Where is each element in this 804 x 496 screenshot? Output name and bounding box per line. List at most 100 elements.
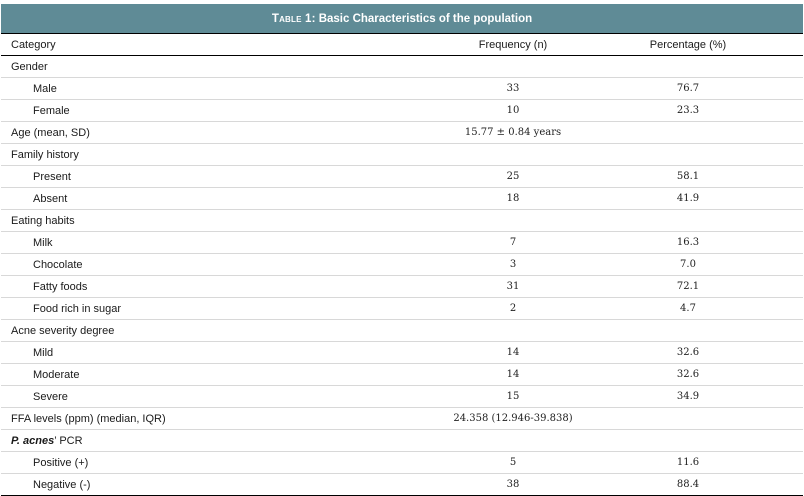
row-category: Milk (1, 231, 453, 254)
row-category-label: Negative (-) (33, 478, 91, 491)
row-category-label: Age (mean, SD) (11, 126, 90, 139)
table-row: Age (mean, SD) 15.77 ± 0.84 years (1, 121, 803, 144)
row-frequency: 10 (453, 99, 573, 122)
row-category-label: Gender (11, 60, 48, 73)
row-category-italic: P. acnes (11, 434, 55, 447)
row-category-label: Positive (+) (33, 456, 89, 469)
row-category-label: FFA levels (ppm) (median, IQR) (11, 412, 166, 425)
row-category-label: Absent (33, 192, 68, 205)
table-title: Basic Characteristics of the population (318, 12, 533, 25)
row-percentage (573, 209, 803, 232)
row-percentage (573, 55, 803, 78)
header-frequency: Frequency (n) (453, 33, 573, 56)
table-row: Present 25 58.1 (1, 165, 803, 188)
row-frequency: 38 (453, 473, 573, 496)
row-frequency: 31 (453, 275, 573, 298)
row-percentage (573, 319, 803, 342)
table-row: Mild 14 32.6 (1, 341, 803, 364)
table-row: Positive (+) 5 11.6 (1, 451, 803, 474)
row-frequency (453, 55, 573, 78)
row-frequency: 14 (453, 341, 573, 364)
row-percentage (573, 121, 803, 144)
row-frequency: 18 (453, 187, 573, 210)
table-row: Gender (1, 55, 803, 78)
row-category-label: Milk (33, 236, 53, 249)
row-frequency: 7 (453, 231, 573, 254)
table-row: Absent 18 41.9 (1, 187, 803, 210)
row-percentage: 34.9 (573, 385, 803, 408)
row-frequency: 24.358 (12.946-39.838) (453, 407, 573, 430)
row-percentage: 4.7 (573, 297, 803, 320)
row-category: FFA levels (ppm) (median, IQR) (1, 407, 453, 430)
row-category-label: Family history (11, 148, 79, 161)
table-row: Female 10 23.3 (1, 99, 803, 122)
row-percentage: 7.0 (573, 253, 803, 276)
table-container: Table 1: Basic Characteristics of the po… (1, 4, 803, 496)
row-percentage (573, 143, 803, 166)
table-row: Fatty foods 31 72.1 (1, 275, 803, 298)
row-category-label: Acne severity degree (11, 324, 115, 337)
row-percentage (573, 407, 803, 430)
row-category: Gender (1, 55, 453, 78)
row-category: Eating habits (1, 209, 453, 232)
table-row: Acne severity degree (1, 319, 803, 342)
row-category: Female (1, 99, 453, 122)
row-category: P. acnes’ PCR (1, 429, 453, 452)
header-row: Category Frequency (n) Percentage (%) (1, 33, 803, 56)
table-row: Food rich in sugar 2 4.7 (1, 297, 803, 320)
row-category: Chocolate (1, 253, 453, 276)
row-category: Food rich in sugar (1, 297, 453, 320)
row-frequency: 33 (453, 77, 573, 100)
row-frequency: 15 (453, 385, 573, 408)
row-category: Positive (+) (1, 451, 453, 474)
row-category: Present (1, 165, 453, 188)
table-row: Eating habits (1, 209, 803, 232)
characteristics-table: Category Frequency (n) Percentage (%) Ge… (1, 33, 803, 496)
row-category: Absent (1, 187, 453, 210)
table-row: Moderate 14 32.6 (1, 363, 803, 386)
table-row: Severe 15 34.9 (1, 385, 803, 408)
row-category: Acne severity degree (1, 319, 453, 342)
row-percentage (573, 429, 803, 452)
row-frequency (453, 209, 573, 232)
row-category: Severe (1, 385, 453, 408)
row-category: Fatty foods (1, 275, 453, 298)
row-category-label: Mild (33, 346, 54, 359)
row-category-label: Male (33, 82, 57, 95)
row-percentage: 41.9 (573, 187, 803, 210)
row-category: Male (1, 77, 453, 100)
table-caption: Table 1: Basic Characteristics of the po… (1, 4, 803, 33)
row-category: Family history (1, 143, 453, 166)
row-percentage: 88.4 (573, 473, 803, 496)
row-category-label: Eating habits (11, 214, 75, 227)
table-label: Table 1: (271, 12, 316, 25)
header-percentage: Percentage (%) (573, 33, 803, 56)
header-category: Category (1, 33, 453, 56)
row-percentage: 76.7 (573, 77, 803, 100)
row-percentage: 23.3 (573, 99, 803, 122)
row-percentage: 16.3 (573, 231, 803, 254)
table-body: Gender Male 33 76.7 Female 10 23.3 Age (mean, S… (1, 55, 803, 496)
row-category-label: Present (33, 170, 71, 183)
row-category-label: Severe (33, 390, 68, 403)
row-percentage: 32.6 (573, 363, 803, 386)
row-frequency: 2 (453, 297, 573, 320)
row-frequency: 15.77 ± 0.84 years (453, 121, 573, 144)
row-category-label: Fatty foods (33, 280, 88, 293)
table-row: Family history (1, 143, 803, 166)
row-percentage: 32.6 (573, 341, 803, 364)
row-percentage: 72.1 (573, 275, 803, 298)
row-frequency (453, 429, 573, 452)
table-row: Chocolate 3 7.0 (1, 253, 803, 276)
row-frequency: 25 (453, 165, 573, 188)
row-percentage: 11.6 (573, 451, 803, 474)
row-category: Negative (-) (1, 473, 453, 496)
table-row: Milk 7 16.3 (1, 231, 803, 254)
table-row: FFA levels (ppm) (median, IQR) 24.358 (12… (1, 407, 803, 430)
row-frequency (453, 319, 573, 342)
row-frequency (453, 143, 573, 166)
row-category: Mild (1, 341, 453, 364)
row-frequency: 5 (453, 451, 573, 474)
row-frequency: 3 (453, 253, 573, 276)
row-category-label: Chocolate (33, 258, 83, 271)
